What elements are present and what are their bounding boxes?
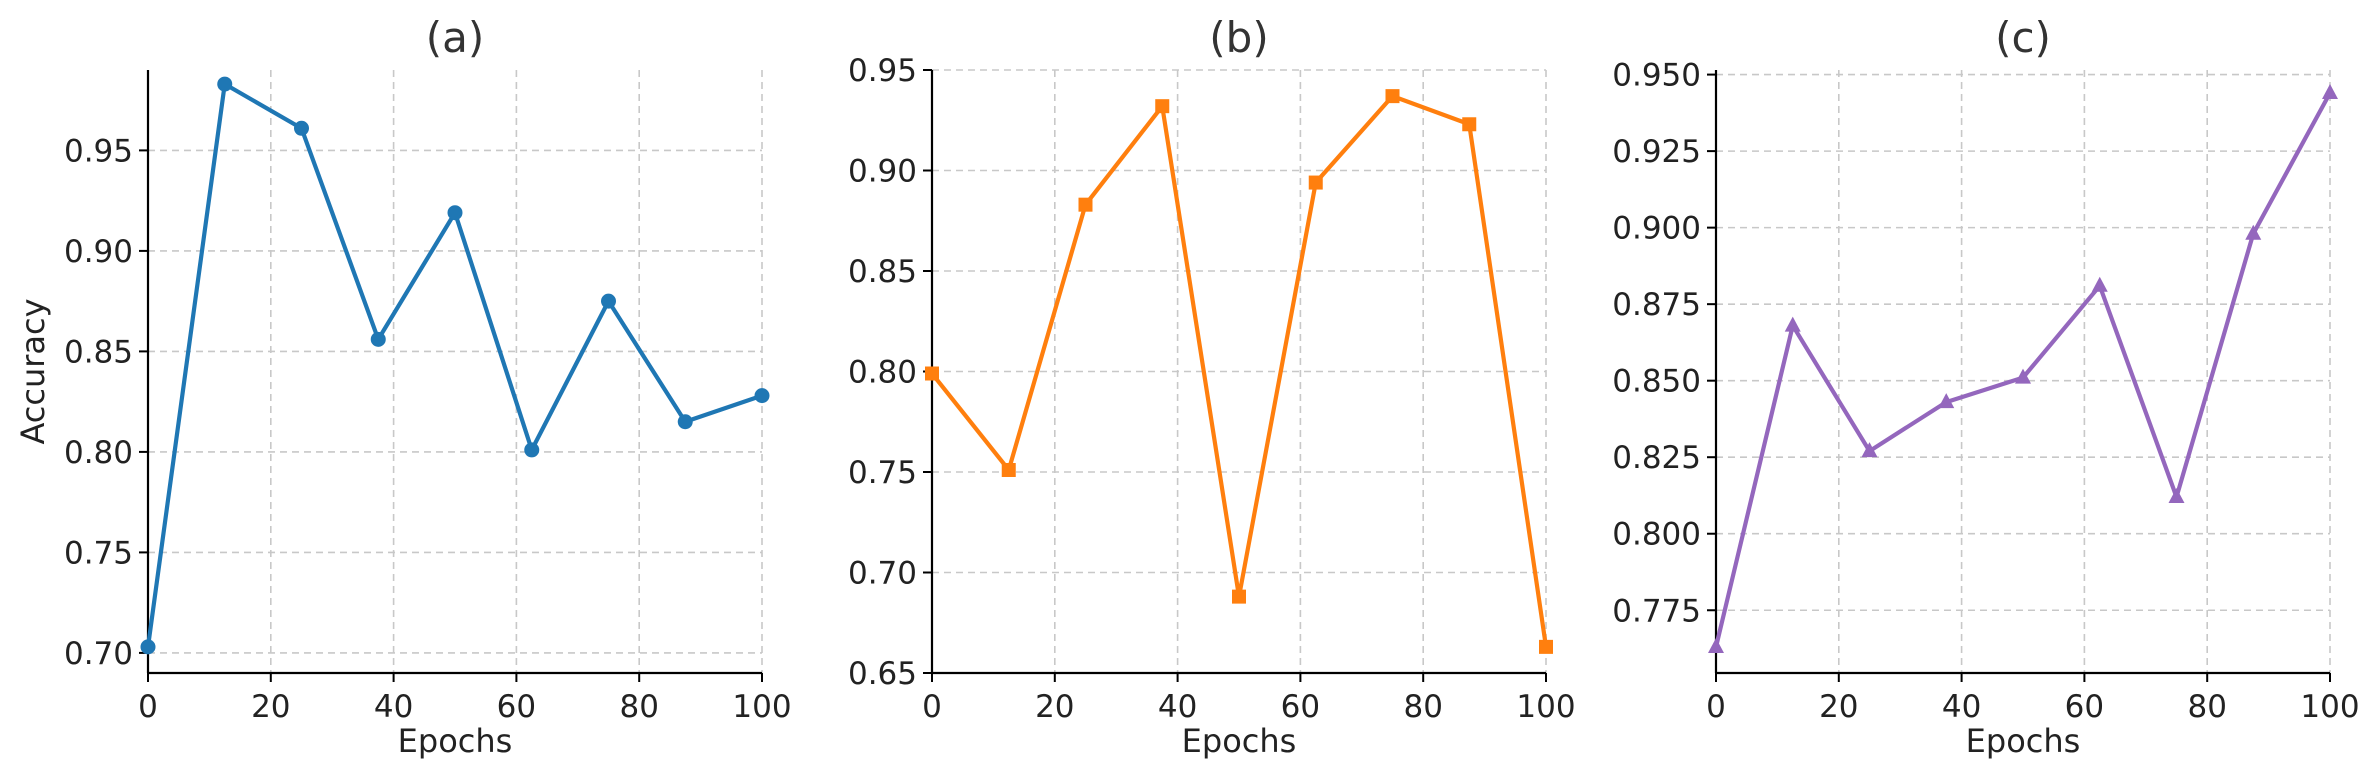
data-point — [1078, 197, 1093, 212]
x-tick-label: 20 — [1035, 689, 1074, 725]
y-tick-label: 0.850 — [1612, 364, 1701, 400]
data-point — [1938, 393, 1955, 409]
data-point — [1308, 175, 1323, 190]
y-tick-label: 0.75 — [64, 535, 133, 571]
x-tick-label: 80 — [2187, 689, 2226, 725]
y-tick-label: 0.775 — [1612, 593, 1701, 629]
data-point — [1462, 117, 1477, 132]
data-point — [2015, 368, 2031, 384]
x-tick-label: 40 — [1942, 689, 1981, 725]
data-point — [601, 293, 616, 309]
x-axis-label: Epochs — [398, 722, 513, 760]
panel-0: 0 20 40 60 80 100 0.70 0.75 0.80 0.85 0.90 0.95 (a) E… — [14, 13, 792, 760]
x-tick-label: 0 — [1706, 689, 1726, 725]
y-tick-label: 0.80 — [64, 435, 133, 471]
y-tick-label: 0.70 — [64, 636, 133, 672]
x-tick-label: 100 — [2300, 689, 2359, 725]
data-point — [524, 442, 540, 458]
y-tick-label: 0.95 — [848, 53, 917, 89]
data-point — [2245, 224, 2262, 240]
x-tick-label: 0 — [138, 689, 158, 725]
data-point — [754, 388, 770, 404]
y-tick-label: 0.95 — [64, 133, 133, 169]
x-tick-label: 80 — [1403, 689, 1442, 725]
y-tick-label: 0.950 — [1612, 58, 1701, 94]
data-point — [1784, 316, 1801, 332]
data-point — [1001, 462, 1016, 477]
y-axis-label: Accuracy — [14, 298, 52, 444]
data-point — [1539, 639, 1553, 654]
y-tick-label: 0.90 — [848, 154, 917, 190]
data-point — [1385, 89, 1400, 104]
y-tick-label: 0.800 — [1612, 517, 1701, 553]
data-point — [925, 366, 939, 381]
data-point — [294, 120, 309, 136]
y-tick-label: 0.85 — [64, 334, 133, 370]
data-point — [370, 331, 386, 347]
y-tick-label: 0.925 — [1612, 134, 1701, 170]
y-tick-label: 0.80 — [848, 355, 917, 391]
x-tick-label: 40 — [1158, 689, 1197, 725]
panel-1: 0 20 40 60 80 100 0.65 0.70 0.75 0.80 0.85 0.90 0.95… — [848, 13, 1576, 760]
x-tick-label: 80 — [619, 689, 658, 725]
data-point — [1861, 442, 1878, 458]
y-tick-label: 0.70 — [848, 556, 917, 592]
x-tick-label: 100 — [1516, 689, 1575, 725]
data-point — [140, 639, 156, 655]
data-point — [2322, 83, 2338, 99]
x-tick-label: 100 — [732, 689, 791, 725]
x-tick-label: 60 — [1281, 689, 1320, 725]
x-tick-label: 20 — [1819, 689, 1858, 725]
data-point — [1155, 99, 1170, 114]
data-point — [2168, 487, 2185, 503]
data-point — [1708, 637, 1724, 653]
x-axis-label: Epochs — [1182, 722, 1297, 760]
data-point — [2091, 276, 2108, 292]
data-point — [447, 205, 463, 221]
x-tick-label: 20 — [251, 689, 290, 725]
data-point — [217, 76, 233, 92]
data-point — [677, 414, 693, 430]
x-axis-label: Epochs — [1966, 722, 2081, 760]
data-point — [1232, 589, 1246, 604]
chart-title: (c) — [1995, 13, 2051, 62]
x-tick-label: 0 — [922, 689, 942, 725]
panel-2: 0 20 40 60 80 100 0.775 0.800 0.825 0.850 0.875 0.9… — [1612, 13, 2359, 760]
y-tick-label: 0.75 — [848, 455, 917, 491]
chart-title: (b) — [1209, 13, 1268, 62]
y-tick-label: 0.900 — [1612, 211, 1701, 247]
chart-title: (a) — [426, 13, 485, 62]
y-tick-label: 0.825 — [1612, 440, 1701, 476]
x-tick-label: 60 — [2065, 689, 2104, 725]
x-tick-label: 60 — [497, 689, 536, 725]
y-tick-label: 0.875 — [1612, 287, 1701, 323]
y-tick-label: 0.85 — [848, 254, 917, 290]
series-line — [145, 81, 765, 649]
x-tick-label: 40 — [374, 689, 413, 725]
y-tick-label: 0.65 — [848, 656, 917, 692]
y-tick-label: 0.90 — [64, 234, 133, 270]
